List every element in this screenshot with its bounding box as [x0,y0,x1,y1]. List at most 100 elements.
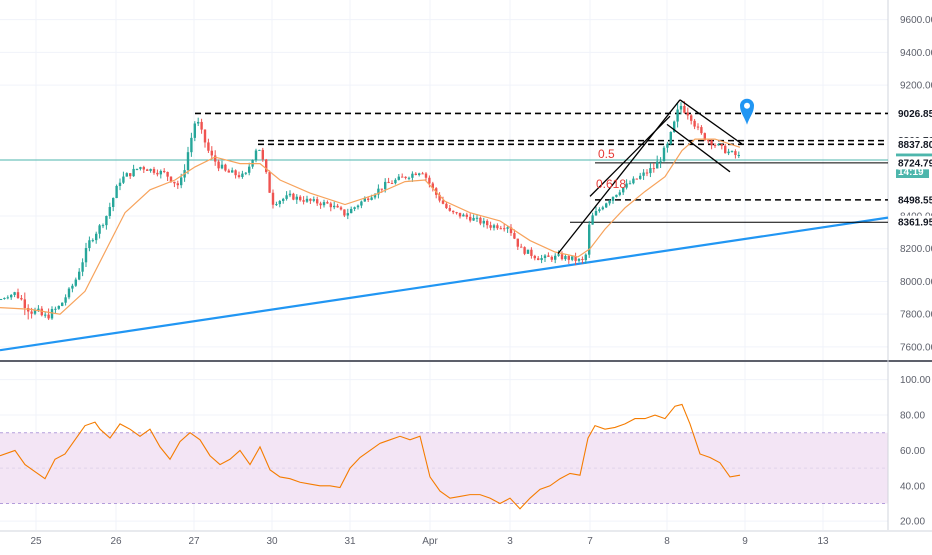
candle-body [3,297,6,300]
candle-body [346,213,349,216]
candle-body [312,199,315,201]
candle-body [81,262,84,272]
time-tick-label: 31 [344,536,356,547]
candle-body [322,202,326,206]
candle-body [564,256,567,260]
candle-body [254,150,258,161]
candle-body [299,196,302,201]
candle-body [520,246,523,248]
candle-body [190,137,193,153]
channel-line [679,99,743,145]
candle-body [217,161,220,169]
candle-body [88,240,91,249]
candle-body [152,168,156,173]
candle-body [411,173,414,178]
candle-body [163,170,166,172]
candle-body [441,200,445,204]
price-label: 9026.85 [898,109,932,120]
candle-body [343,209,346,216]
candle-body [577,258,581,261]
candle-body [329,203,332,208]
candle-body [713,145,717,147]
candle-body [662,147,666,162]
location-pin-dot [744,102,750,109]
candle-body [95,233,98,241]
candle-body [424,173,428,178]
candle-body [258,149,261,151]
candle-body [166,171,169,177]
candle-body [278,200,281,205]
candle-body [125,173,128,177]
candle-body [560,254,564,260]
location-pin-icon [740,98,754,125]
candle-body [605,203,608,208]
candle-body [139,167,142,169]
candle-body [71,285,74,289]
candle-body [363,198,366,202]
candle-body [135,168,139,170]
price-label-box [896,193,932,207]
time-tick-label: 13 [817,536,829,547]
time-tick-label: 30 [266,536,278,547]
candle-body [543,255,547,259]
candle-body [506,227,509,229]
candle-body [645,172,649,174]
candle-body [438,194,441,201]
candle-body [57,305,60,309]
candle-body [44,314,47,316]
candle-body [489,225,492,228]
candle-body [414,173,417,175]
candle-body [394,179,397,184]
candle-body [737,155,740,157]
candle-body [350,208,353,214]
candle-body [649,168,652,174]
candle-body [540,258,543,261]
candle-body [465,214,468,217]
candle-body [169,176,173,182]
candle-body [492,225,496,228]
candle-body [241,173,244,177]
candle-body [591,215,594,225]
time-tick-label: 9 [742,536,748,547]
candle-body [353,207,356,209]
candle-body [74,279,77,286]
price-label: 8724.79 [898,158,932,169]
candle-body [115,185,118,199]
price-label-box [896,106,932,120]
candle-body [387,181,390,184]
candle-body [421,173,424,175]
candle-body [288,193,292,196]
candle-body [108,206,111,216]
price-label-box [896,137,932,151]
candle-body [0,299,3,301]
candle-body [734,151,737,156]
candle-body [176,183,179,186]
candle-body [452,210,455,213]
trendline [0,216,889,352]
candle-body [730,151,734,153]
candle-body [373,194,377,198]
price-tick-label: 9400.00 [900,48,932,59]
candle-body [305,198,309,202]
price-label: 8498.55 [898,195,932,206]
candle-body [129,173,132,177]
candle-body [302,200,305,202]
candle-body [132,168,135,177]
candle-body [384,181,387,190]
price-label-box [896,156,932,170]
candle-body [700,127,703,134]
candle-body [635,178,638,180]
candle-body [401,176,404,178]
price-tick-label: 7800.00 [900,310,932,321]
candle-body [571,256,574,260]
candle-body [377,188,380,195]
candle-body [207,142,210,151]
rsi-tick-label: 60.00 [900,446,925,457]
channel-line [589,115,671,197]
candle-body [652,168,655,170]
candle-body [475,217,479,219]
candle-body [503,228,506,230]
candle-body [6,297,9,299]
candle-body [683,105,686,113]
